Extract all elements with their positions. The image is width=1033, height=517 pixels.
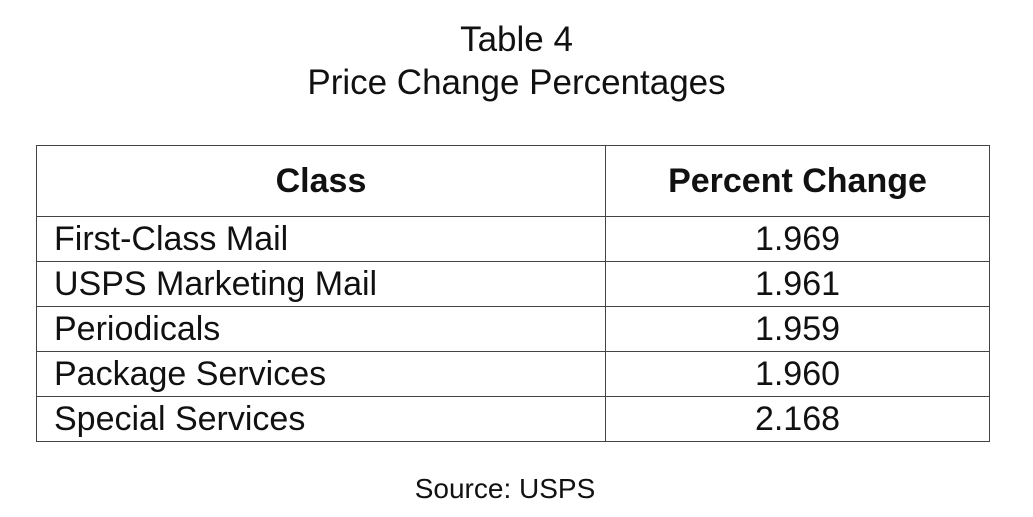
percent-change-cell: 2.168 (605, 396, 990, 442)
column-header-percent-change: Percent Change (605, 145, 990, 217)
table-row: Periodicals 1.959 (36, 306, 990, 352)
class-cell: Special Services (36, 396, 606, 442)
table-row: USPS Marketing Mail 1.961 (36, 261, 990, 307)
percent-change-cell: 1.961 (605, 261, 990, 307)
class-cell: First-Class Mail (36, 216, 606, 262)
table-row: First-Class Mail 1.969 (36, 216, 990, 262)
source-note: Source: USPS (414, 473, 596, 504)
table-title: Price Change Percentages (307, 63, 726, 102)
column-header-class: Class (36, 145, 606, 217)
class-cell: Periodicals (36, 306, 606, 352)
class-cell: Package Services (36, 351, 606, 397)
table-row: Package Services 1.960 (36, 351, 990, 397)
price-change-table: Class Percent Change First-Class Mail 1.… (36, 145, 990, 442)
table-number: Table 4 (460, 20, 573, 59)
table-row: Special Services 2.168 (36, 396, 990, 442)
percent-change-cell: 1.969 (605, 216, 990, 262)
percent-change-cell: 1.959 (605, 306, 990, 352)
class-cell: USPS Marketing Mail (36, 261, 606, 307)
percent-change-cell: 1.960 (605, 351, 990, 397)
header-row: Class Percent Change (36, 145, 990, 217)
